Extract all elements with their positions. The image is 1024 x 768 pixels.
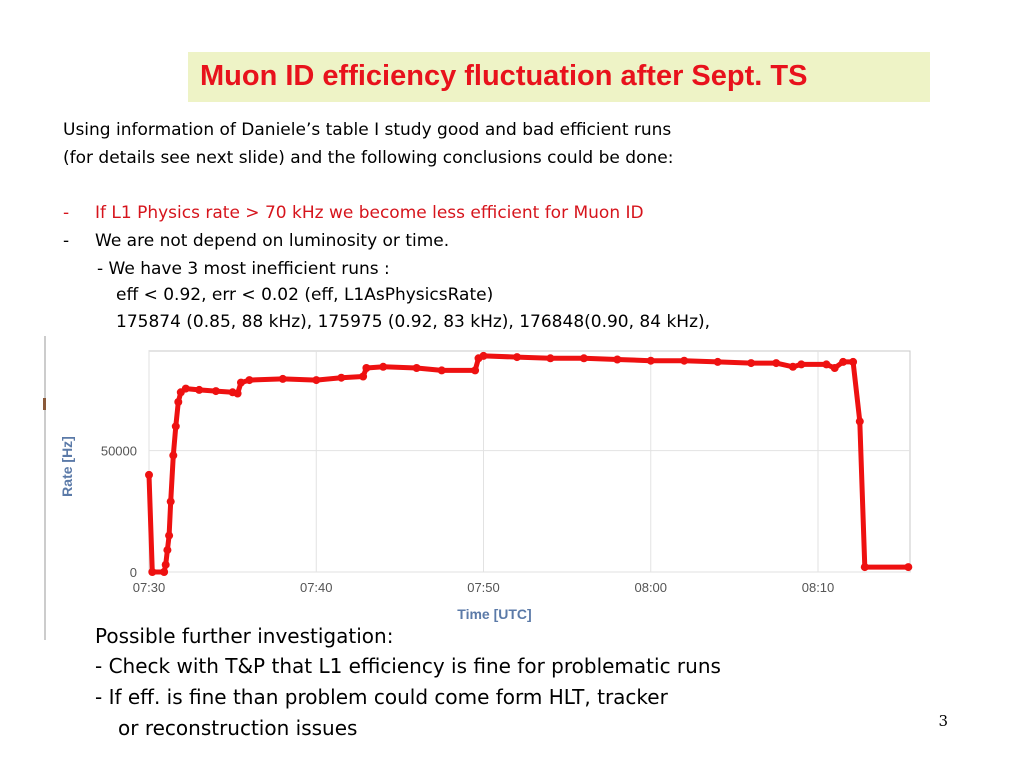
rate-data-point <box>181 384 190 393</box>
rate-data-point <box>278 374 287 383</box>
rate-data-point <box>646 356 655 365</box>
rate-data-point <box>362 364 371 372</box>
sub-line-1: - We have 3 most inefficient runs : <box>97 259 390 279</box>
rate-data-point <box>412 364 421 372</box>
rate-data-point <box>788 362 797 371</box>
bullet-2-text: We are not depend on luminosity or time. <box>95 231 450 251</box>
lower-line-2: - If eff. is fine than problem could com… <box>95 685 668 709</box>
plot-area <box>148 350 911 573</box>
sub-line-3: 175874 (0.85, 88 kHz), 175975 (0.92, 83 … <box>116 312 711 332</box>
rate-data-point <box>772 359 781 368</box>
rate-chart: 07:30 07:40 07:50 08:00 08:10 0 50000 Time [UTC… <box>44 336 920 636</box>
rate-data-point <box>437 366 446 375</box>
rate-data-point <box>471 366 480 375</box>
rate-data-point <box>174 398 183 406</box>
rate-data-point <box>680 356 689 365</box>
rate-data-point <box>822 360 831 369</box>
chart-left-mark <box>43 398 46 410</box>
rate-data-point <box>479 351 488 360</box>
rate-data-point <box>849 357 858 366</box>
rate-data-point <box>379 362 388 371</box>
x-tick-label: 08:00 <box>634 580 667 595</box>
sub-line-2: eff < 0.92, err < 0.02 (eff, L1AsPhysics… <box>116 285 494 305</box>
rate-data-point <box>546 354 555 363</box>
rate-data-point <box>839 357 848 366</box>
bullet-2-dash: - <box>63 231 70 251</box>
rate-data-point <box>830 364 839 372</box>
rate-data-point <box>747 359 756 368</box>
page-number: 3 <box>938 712 948 730</box>
rate-data-point <box>171 422 180 431</box>
title-box: Muon ID efficiency fluctuation after Sep… <box>188 52 930 102</box>
rate-data-point <box>211 387 220 396</box>
lower-line-1: - Check with T&P that L1 efficiency is f… <box>95 654 721 678</box>
rate-data-point <box>160 568 169 576</box>
lower-line-3: or reconstruction issues <box>118 716 358 740</box>
rate-data-point <box>513 353 521 362</box>
rate-data-point <box>233 389 242 398</box>
rate-data-point <box>312 376 321 385</box>
x-tick-label: 07:50 <box>467 580 500 595</box>
rate-data-point <box>613 355 622 364</box>
x-tick-label: 07:30 <box>133 580 166 595</box>
rate-data-point <box>713 357 722 366</box>
rate-data-point <box>237 378 245 387</box>
rate-data-point <box>797 360 806 369</box>
rate-data-point <box>195 385 204 394</box>
rate-data-point <box>855 417 864 426</box>
bullet-1-dash: - <box>63 203 70 223</box>
y-axis-label: Rate [Hz] <box>59 436 75 497</box>
rate-data-point <box>148 568 157 576</box>
rate-data-point <box>161 560 170 569</box>
rate-data-point <box>166 497 175 506</box>
intro-line-1: Using information of Daniele’s table I s… <box>63 120 672 140</box>
intro-line-2: (for details see next slide) and the fol… <box>63 148 674 168</box>
y-tick-label: 0 <box>130 565 137 580</box>
rate-data-point <box>579 354 588 363</box>
lower-heading: Possible further investigation: <box>95 624 394 648</box>
rate-data-point <box>359 372 368 381</box>
y-tick-label: 50000 <box>101 444 137 459</box>
rate-data-point <box>169 451 178 460</box>
bullet-1-text: If L1 Physics rate > 70 kHz we become le… <box>95 203 644 223</box>
rate-data-point <box>337 373 346 382</box>
rate-data-point <box>163 546 172 555</box>
slide-title: Muon ID efficiency fluctuation after Sep… <box>200 60 808 92</box>
x-axis-label: Time [UTC] <box>457 606 531 622</box>
x-tick-label: 08:10 <box>802 580 835 595</box>
rate-data-point <box>245 376 254 385</box>
rate-data-point <box>145 470 153 479</box>
rate-data-point <box>860 563 869 572</box>
x-tick-label: 07:40 <box>300 580 333 595</box>
rate-data-point <box>165 531 174 540</box>
rate-data-point <box>904 563 913 572</box>
rate-chart-svg: 07:30 07:40 07:50 08:00 08:10 0 50000 Time [UTC… <box>59 350 913 622</box>
chart-left-border <box>44 336 46 640</box>
